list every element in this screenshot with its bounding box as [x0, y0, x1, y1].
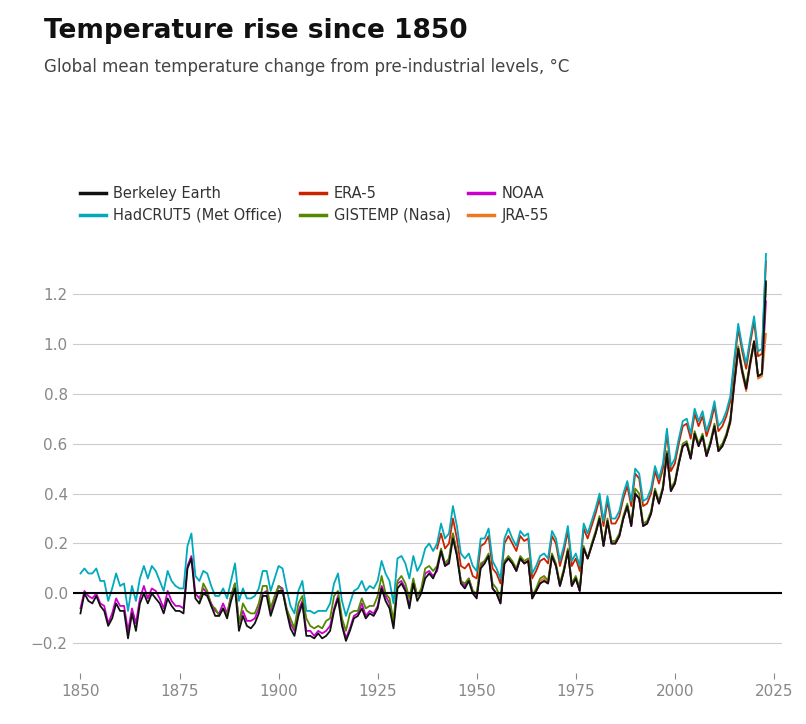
Text: Temperature rise since 1850: Temperature rise since 1850 — [44, 18, 468, 44]
Text: Global mean temperature change from pre-industrial levels, °C: Global mean temperature change from pre-… — [44, 58, 570, 76]
Legend: Berkeley Earth, HadCRUT5 (Met Office), ERA-5, GISTEMP (Nasa), NOAA, JRA-55: Berkeley Earth, HadCRUT5 (Met Office), E… — [80, 185, 549, 223]
